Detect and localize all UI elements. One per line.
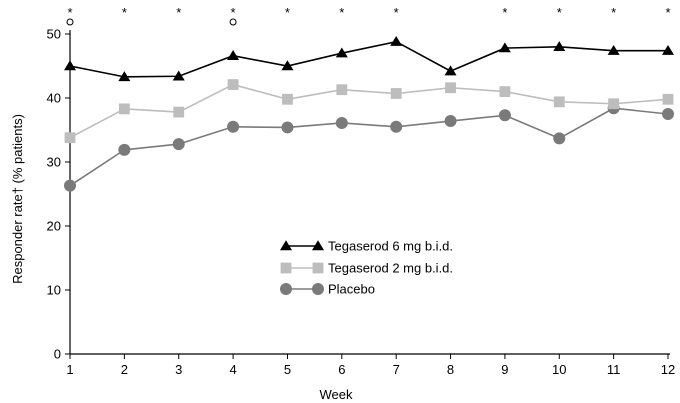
data-point	[118, 103, 130, 115]
legend-label: Tegaserod 6 mg b.i.d.	[328, 239, 453, 254]
data-point	[172, 138, 185, 151]
data-point	[227, 50, 240, 60]
significance-asterisk: *	[176, 5, 181, 20]
legend-marker	[312, 240, 324, 251]
y-tick-label: 40	[47, 91, 61, 106]
data-point	[553, 41, 566, 51]
data-point	[553, 132, 566, 145]
legend-marker	[312, 283, 324, 295]
significance-asterisk: *	[231, 5, 236, 20]
significance-asterisk: *	[394, 5, 399, 20]
data-point	[64, 60, 76, 71]
data-point	[173, 106, 185, 118]
x-tick-label: 6	[338, 362, 345, 377]
data-point	[608, 98, 620, 110]
series-line	[69, 107, 669, 187]
significance-asterisk: *	[122, 5, 127, 20]
x-tick-label: 5	[284, 362, 291, 377]
x-tick-label: 2	[121, 362, 128, 377]
significance-circle	[66, 18, 74, 26]
legend-marker	[280, 283, 292, 295]
legend-marker	[280, 240, 292, 251]
series-line	[69, 40, 668, 78]
x-tick-label: 8	[447, 362, 454, 377]
data-point	[390, 35, 403, 46]
legend-label: Tegaserod 2 mg b.i.d.	[328, 261, 453, 276]
legend-label: Placebo	[328, 282, 375, 297]
data-point	[335, 116, 348, 129]
x-axis-title: Week	[320, 387, 353, 402]
significance-asterisk: *	[611, 5, 616, 20]
data-point	[445, 82, 456, 94]
data-point	[499, 86, 511, 97]
legend-marker	[312, 262, 324, 274]
y-tick-label: 10	[47, 283, 61, 298]
y-tick-label: 50	[47, 27, 61, 42]
y-tick-label: 20	[47, 219, 61, 234]
significance-asterisk: *	[557, 5, 562, 20]
data-point	[336, 84, 348, 96]
data-point	[64, 179, 76, 192]
significance-asterisk: *	[339, 5, 344, 20]
data-point	[390, 88, 402, 99]
data-point	[281, 121, 294, 134]
data-point	[118, 71, 131, 82]
data-point	[444, 115, 457, 128]
data-point	[390, 120, 403, 133]
data-point	[282, 93, 293, 105]
data-point	[498, 109, 511, 122]
x-tick-label: 11	[607, 362, 621, 377]
x-tick-label: 7	[393, 362, 400, 377]
x-tick-label: 4	[229, 362, 236, 377]
x-tick-label: 10	[552, 362, 566, 377]
data-point	[227, 79, 239, 90]
data-point	[444, 65, 457, 76]
x-tick-label: 12	[661, 362, 675, 377]
data-point	[281, 60, 294, 71]
significance-asterisk: *	[67, 5, 72, 20]
x-tick-label: 3	[175, 362, 182, 377]
significance-asterisk: *	[502, 5, 507, 20]
y-axis-title: Responder rate† (% patients)	[10, 114, 25, 284]
y-tick-label: 30	[47, 155, 61, 170]
data-point	[607, 44, 620, 55]
data-point	[498, 42, 511, 53]
data-point	[172, 70, 185, 81]
x-tick-label: 1	[66, 362, 73, 377]
x-tick-label: 9	[501, 362, 508, 377]
data-point	[335, 47, 348, 58]
significance-asterisk: *	[665, 5, 670, 20]
data-point	[118, 143, 131, 156]
significance-asterisk: *	[285, 5, 290, 20]
y-tick-label: 0	[54, 347, 61, 362]
data-point	[662, 108, 674, 120]
data-point	[64, 132, 76, 144]
data-point	[227, 120, 240, 133]
data-point	[662, 93, 674, 105]
legend-marker	[280, 262, 292, 274]
significance-circle	[229, 18, 237, 26]
data-point	[662, 44, 674, 55]
series-line	[69, 83, 669, 139]
data-point	[553, 96, 565, 108]
